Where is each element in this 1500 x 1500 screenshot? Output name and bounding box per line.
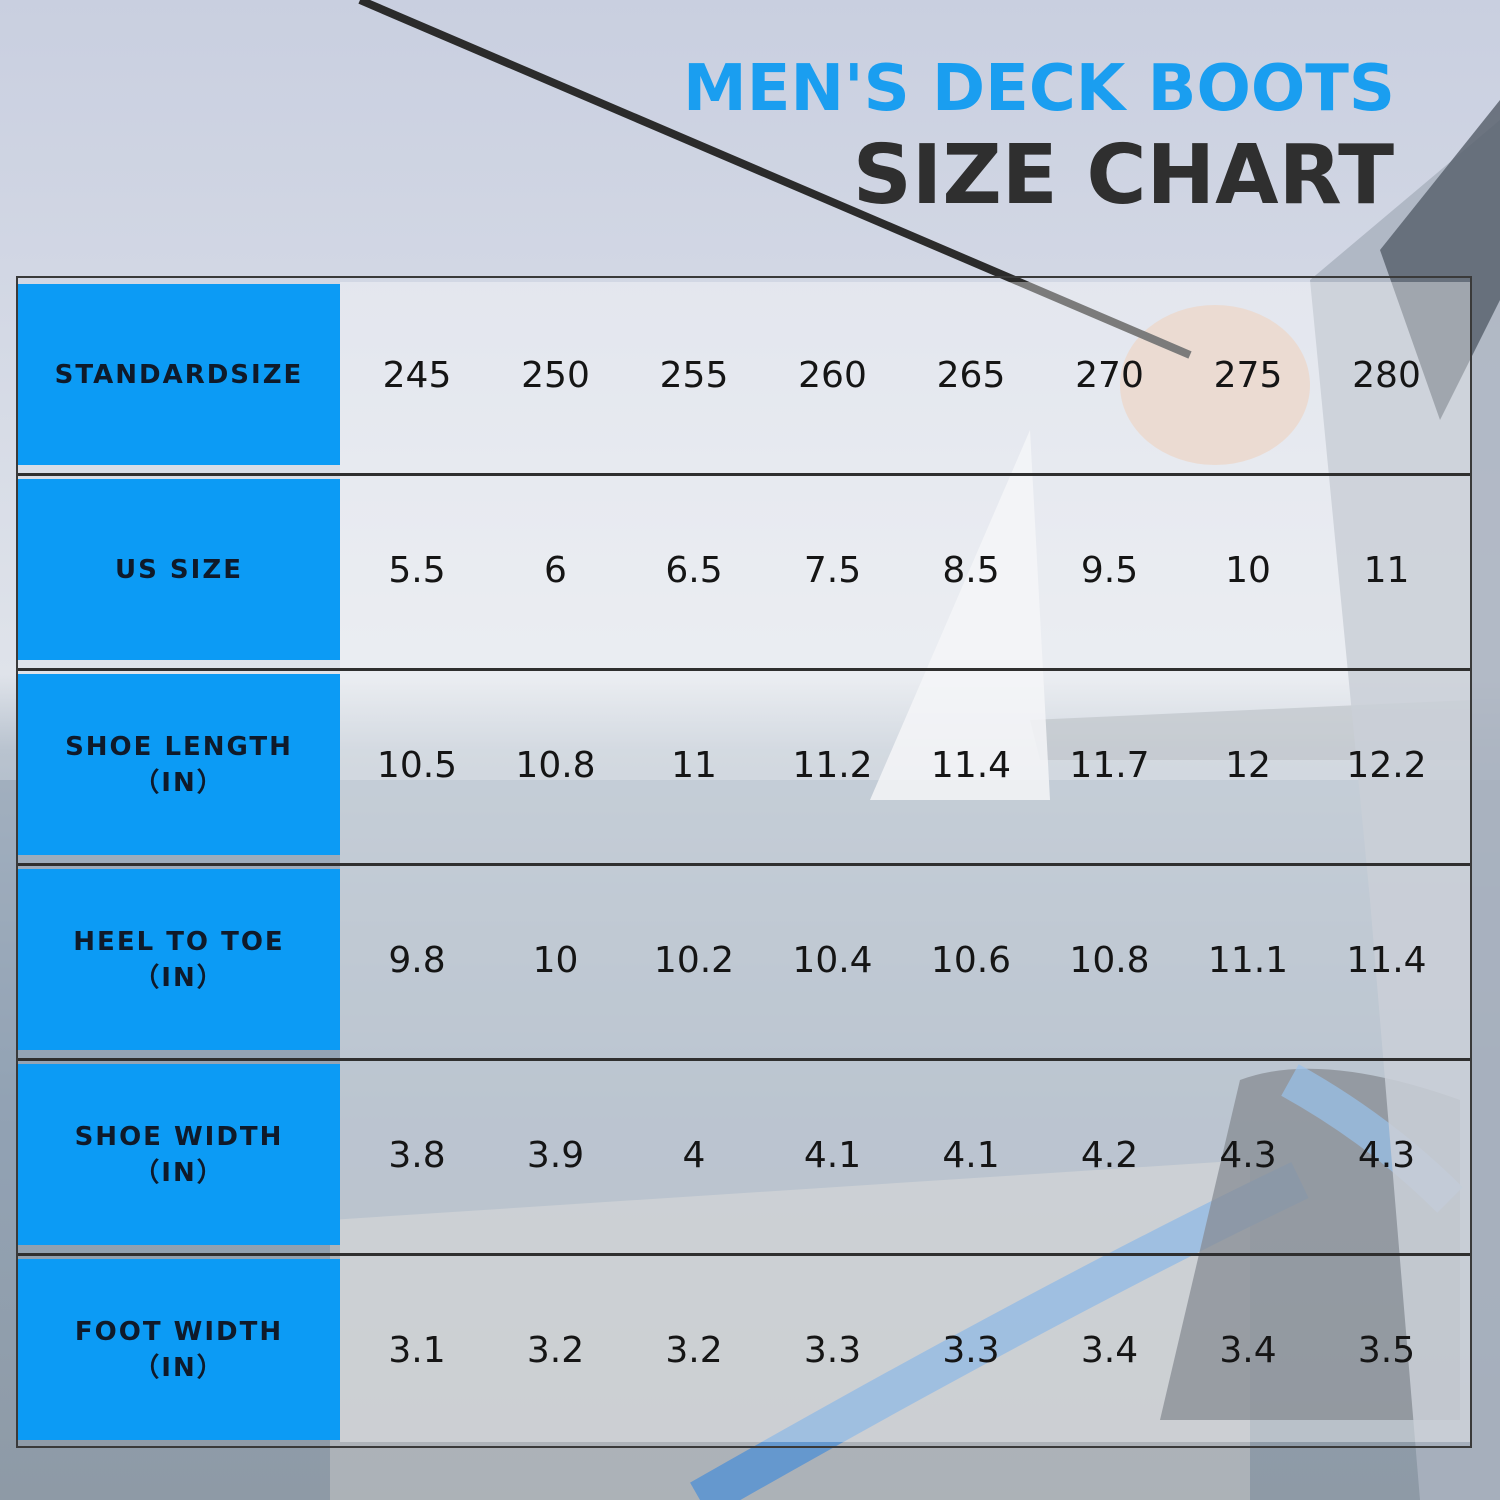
table-cell: 245: [382, 355, 452, 396]
row-divider: [18, 1253, 1470, 1256]
row-label-text: HEEL TO TOE: [73, 926, 285, 957]
table-cell: 9.8: [388, 940, 446, 981]
table-cell: 5.5: [388, 550, 446, 591]
row-label-unit: （IN）: [133, 1157, 225, 1188]
table-cell: 255: [659, 355, 729, 396]
row-divider: [18, 863, 1470, 866]
table-cell: 11.4: [930, 745, 1012, 786]
table-cell: 11.1: [1207, 940, 1289, 981]
table-cell: 270: [1075, 355, 1144, 396]
size-chart-table: STANDARDSIZE 245 250 255 260 265 270 275 280 US S…: [16, 276, 1472, 1448]
table-row: SHOE WIDTH （IN） 3.8 3.9 4 4.1 4.1 4.2 4.3 4.3: [18, 1058, 1470, 1256]
table-cell: 10.4: [792, 940, 873, 981]
row-divider: [18, 668, 1470, 671]
table-cell: 3.5: [1357, 1330, 1416, 1371]
table-cell: 6: [544, 550, 567, 591]
row-label: US SIZE: [18, 479, 340, 660]
table-cell: 3.3: [803, 1330, 862, 1371]
table-cell: 10.2: [653, 940, 735, 981]
chart-title-line1: MEN'S DECK BOOTS: [683, 52, 1395, 126]
table-cell: 10: [1225, 550, 1271, 591]
table-cell: 11: [671, 745, 717, 786]
table-cell: 12: [1225, 745, 1271, 786]
row-label-text: SHOE WIDTH: [74, 1121, 284, 1152]
table-cell: 4.3: [1219, 1135, 1277, 1176]
table-cell: 6.5: [665, 550, 723, 591]
row-label-text: SHOE LENGTH: [65, 731, 293, 762]
table-cell: 10: [532, 940, 579, 981]
table-cell: 12.2: [1346, 745, 1427, 786]
table-cell: 11.7: [1069, 745, 1150, 786]
table-cell: 4.2: [1080, 1135, 1139, 1176]
row-label: SHOE WIDTH （IN）: [18, 1064, 340, 1245]
table-cell: 3.1: [388, 1330, 446, 1371]
table-row: HEEL TO TOE （IN） 9.8 10 10.2 10.4 10.6 10.8 11.1…: [18, 863, 1470, 1061]
table-row: US SIZE 5.5 6 6.5 7.5 8.5 9.5 10 11: [18, 473, 1470, 671]
table-cell: 9.5: [1080, 550, 1139, 591]
row-label-unit: （IN）: [133, 767, 225, 798]
table-cell: 11: [1363, 550, 1410, 591]
table-cell: 10.8: [1069, 940, 1150, 981]
table-cell: 4.3: [1357, 1135, 1416, 1176]
table-cell: 10.5: [376, 745, 458, 786]
table-cell: 8.5: [942, 550, 1000, 591]
table-cell: 3.2: [526, 1330, 585, 1371]
table-cell: 10.8: [515, 745, 596, 786]
table-cell: 265: [936, 355, 1006, 396]
row-label: STANDARDSIZE: [18, 284, 340, 465]
table-row: STANDARDSIZE 245 250 255 260 265 270 275 280: [18, 278, 1470, 476]
table-cell: 3.4: [1080, 1330, 1139, 1371]
table-cell: 250: [521, 355, 590, 396]
table-cell: 3.9: [526, 1135, 585, 1176]
table-cell: 3.8: [388, 1135, 446, 1176]
table-cell: 4: [682, 1135, 706, 1176]
row-label-text: FOOT WIDTH: [74, 1316, 284, 1347]
table-row: SHOE LENGTH （IN） 10.5 10.8 11 11.2 11.4 11.7 12 1…: [18, 668, 1470, 866]
row-divider: [18, 1058, 1470, 1061]
row-label-text: STANDARDSIZE: [54, 359, 304, 390]
table-cell: 11.2: [792, 745, 873, 786]
chart-title-line2: SIZE CHART: [852, 128, 1394, 223]
table-row: FOOT WIDTH （IN） 3.1 3.2 3.2 3.3 3.3 3.4 3.4 3.5: [18, 1253, 1470, 1448]
table-cell: 3.3: [942, 1330, 1000, 1371]
table-cell: 7.5: [803, 550, 862, 591]
table-cell: 4.1: [942, 1135, 1000, 1176]
table-cell: 3.2: [665, 1330, 723, 1371]
table-cell: 10.6: [930, 940, 1012, 981]
row-label-unit: （IN）: [133, 962, 225, 993]
row-label: FOOT WIDTH （IN）: [18, 1259, 340, 1440]
row-label: HEEL TO TOE （IN）: [18, 869, 340, 1050]
table-cell: 260: [798, 355, 867, 396]
table-cell: 275: [1213, 355, 1283, 396]
table-cell: 4.1: [803, 1135, 862, 1176]
row-label-unit: （IN）: [133, 1352, 225, 1383]
table-cell: 3.4: [1219, 1330, 1277, 1371]
table-cell: 280: [1352, 355, 1421, 396]
row-divider: [18, 473, 1470, 476]
row-label-text: US SIZE: [115, 554, 243, 585]
row-label: SHOE LENGTH （IN）: [18, 674, 340, 855]
table-cell: 11.4: [1346, 940, 1427, 981]
